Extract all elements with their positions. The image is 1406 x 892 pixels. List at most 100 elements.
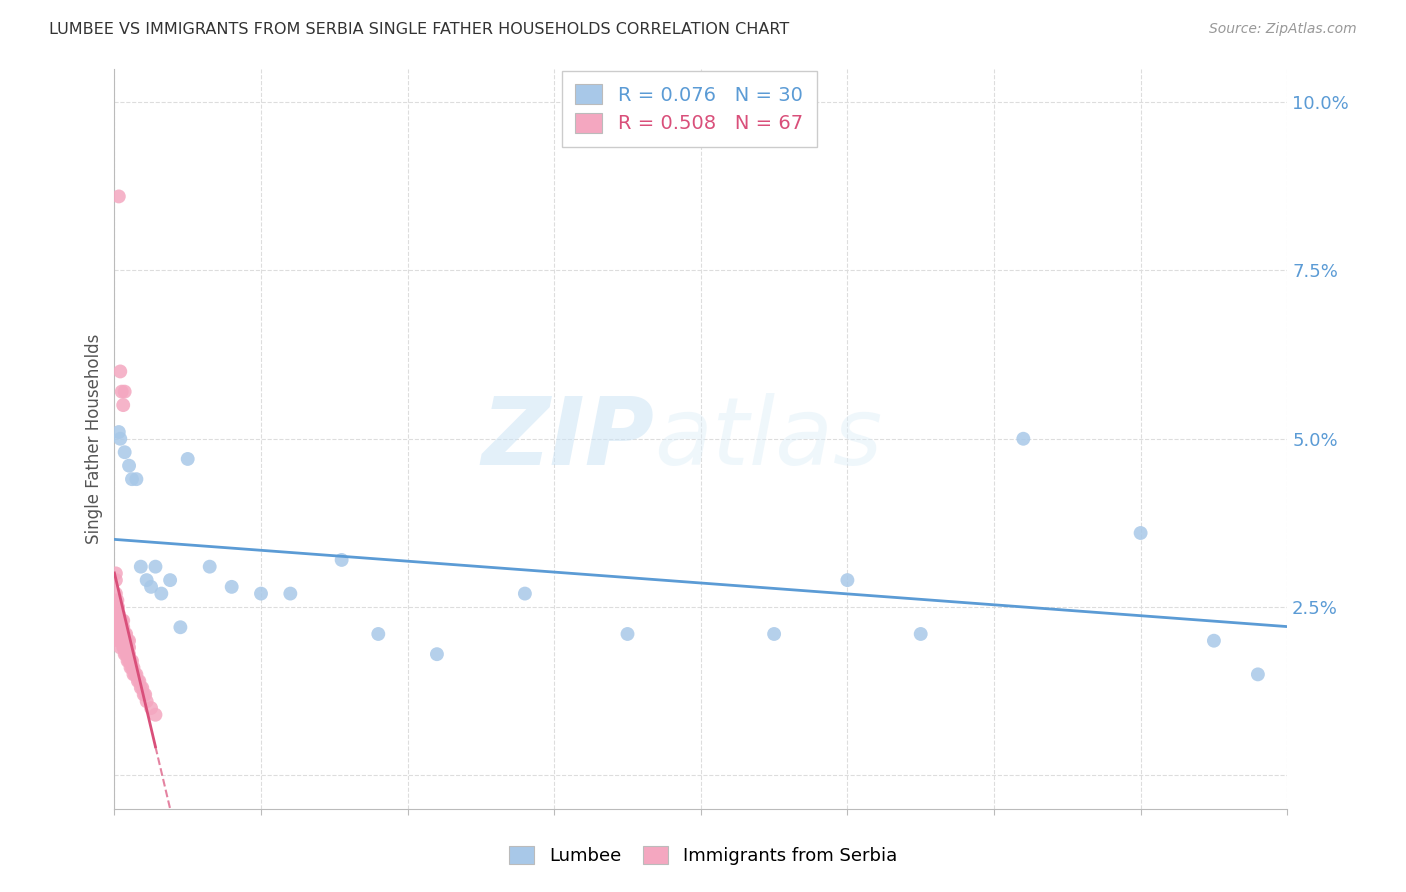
Point: [513, 586, 536, 600]
Point: [134, 688, 156, 702]
Point: [145, 707, 167, 722]
Point: [117, 647, 139, 661]
Point: [120, 660, 142, 674]
Point: [122, 667, 145, 681]
Point: [114, 445, 136, 459]
Point: [114, 647, 136, 661]
Point: [910, 627, 932, 641]
Point: [125, 667, 148, 681]
Point: [763, 627, 786, 641]
Point: [115, 627, 138, 641]
Point: [1202, 633, 1225, 648]
Point: [139, 580, 162, 594]
Point: [1247, 667, 1270, 681]
Point: [105, 620, 128, 634]
Point: [110, 633, 132, 648]
Point: [105, 593, 128, 607]
Point: [616, 627, 638, 641]
Point: [145, 559, 167, 574]
Point: [108, 633, 131, 648]
Point: [125, 472, 148, 486]
Point: [115, 640, 138, 655]
Point: [118, 633, 141, 648]
Point: [118, 640, 141, 655]
Point: [132, 688, 155, 702]
Point: [139, 701, 162, 715]
Point: [120, 654, 142, 668]
Point: [117, 633, 139, 648]
Point: [110, 640, 132, 655]
Point: [121, 654, 143, 668]
Legend: R = 0.076   N = 30, R = 0.508   N = 67: R = 0.076 N = 30, R = 0.508 N = 67: [561, 70, 817, 147]
Point: [198, 559, 221, 574]
Point: [221, 580, 243, 594]
Text: ZIP: ZIP: [481, 392, 654, 484]
Point: [250, 586, 273, 600]
Point: [367, 627, 389, 641]
Point: [111, 633, 134, 648]
Text: atlas: atlas: [654, 393, 882, 484]
Legend: Lumbee, Immigrants from Serbia: Lumbee, Immigrants from Serbia: [501, 837, 905, 874]
Point: [110, 364, 132, 378]
Point: [112, 627, 135, 641]
Point: [105, 627, 128, 641]
Point: [118, 654, 141, 668]
Point: [129, 681, 152, 695]
Point: [110, 627, 132, 641]
Point: [112, 633, 135, 648]
Point: [108, 189, 131, 203]
Point: [114, 627, 136, 641]
Point: [114, 384, 136, 399]
Point: [110, 620, 132, 634]
Point: [112, 614, 135, 628]
Point: [107, 614, 129, 628]
Point: [159, 573, 181, 587]
Point: [105, 600, 128, 615]
Point: [426, 647, 449, 661]
Point: [108, 620, 131, 634]
Point: [127, 674, 149, 689]
Point: [104, 573, 127, 587]
Point: [107, 600, 129, 615]
Point: [278, 586, 301, 600]
Point: [124, 667, 146, 681]
Point: [117, 654, 139, 668]
Point: [131, 681, 153, 695]
Point: [105, 607, 128, 621]
Text: Source: ZipAtlas.com: Source: ZipAtlas.com: [1209, 22, 1357, 37]
Point: [111, 384, 134, 399]
Point: [104, 586, 127, 600]
Point: [135, 573, 157, 587]
Point: [122, 660, 145, 674]
Point: [111, 614, 134, 628]
Point: [112, 620, 135, 634]
Point: [169, 620, 191, 634]
Point: [111, 620, 134, 634]
Point: [1012, 432, 1035, 446]
Point: [117, 640, 139, 655]
Point: [121, 472, 143, 486]
Point: [114, 633, 136, 648]
Point: [108, 614, 131, 628]
Point: [118, 647, 141, 661]
Point: [112, 640, 135, 655]
Point: [108, 425, 131, 439]
Point: [150, 586, 173, 600]
Point: [112, 398, 135, 412]
Point: [110, 432, 132, 446]
Point: [129, 559, 152, 574]
Point: [135, 694, 157, 708]
Point: [114, 640, 136, 655]
Point: [108, 607, 131, 621]
Point: [111, 627, 134, 641]
Point: [177, 452, 200, 467]
Point: [118, 458, 141, 473]
Point: [1129, 526, 1152, 541]
Point: [105, 614, 128, 628]
Point: [108, 627, 131, 641]
Y-axis label: Single Father Households: Single Father Households: [86, 334, 103, 544]
Point: [128, 674, 150, 689]
Point: [115, 633, 138, 648]
Point: [121, 660, 143, 674]
Point: [115, 647, 138, 661]
